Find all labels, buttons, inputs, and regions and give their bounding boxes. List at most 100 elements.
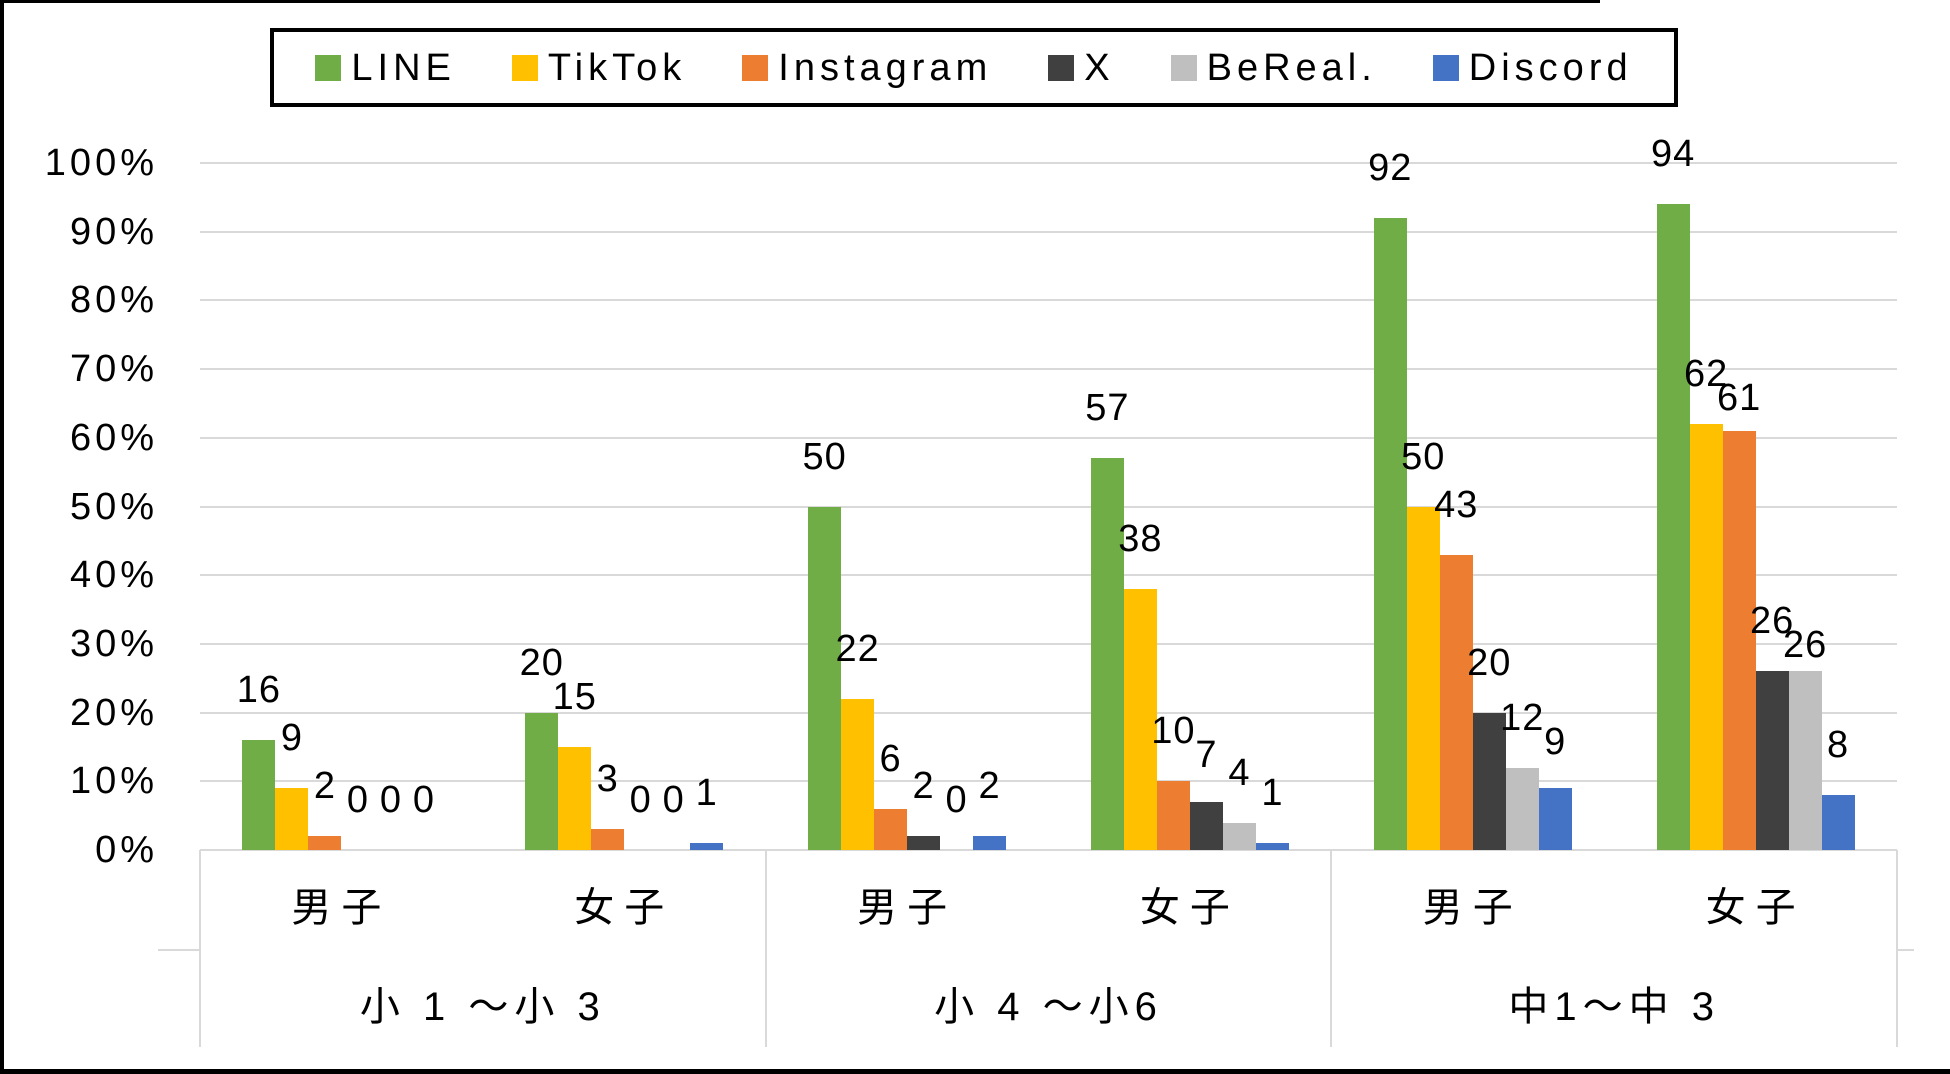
gridline-80 xyxy=(200,299,1897,302)
y-axis-tick-label: 60% xyxy=(69,416,158,459)
axis-table-divider xyxy=(1330,850,1333,1047)
bar-line xyxy=(525,712,559,850)
gridline-10 xyxy=(200,780,1897,783)
legend-label: Discord xyxy=(1468,46,1633,89)
data-label: 16 xyxy=(236,669,282,712)
legend-label: Instagram xyxy=(778,46,993,89)
bar-tiktok xyxy=(841,698,875,850)
bar-line xyxy=(242,740,276,850)
gridline-60 xyxy=(200,436,1897,439)
subgroup-label: 女子 xyxy=(1139,886,1240,930)
legend-swatch-icon xyxy=(315,54,342,81)
data-label: 10 xyxy=(1151,710,1196,753)
y-axis-tick-label: 40% xyxy=(69,554,158,597)
category-group-label: 中1〜中 3 xyxy=(1508,985,1720,1029)
axis-table-divider xyxy=(199,850,201,1047)
y-axis-tick-label: 80% xyxy=(69,279,158,322)
data-label: 0 xyxy=(662,779,685,821)
bar-bereal xyxy=(1505,767,1539,850)
data-label: 2 xyxy=(978,765,1001,808)
subgroup-label: 男子 xyxy=(1422,886,1523,930)
data-label: 62 xyxy=(1683,353,1729,396)
data-label: 0 xyxy=(346,779,369,821)
data-label: 26 xyxy=(1749,600,1795,643)
bar-tiktok xyxy=(1689,424,1723,850)
data-label: 20 xyxy=(519,641,564,684)
data-label: 3 xyxy=(596,758,619,801)
legend: LINE TikTok Instagram X BeReal. Discord xyxy=(270,28,1678,107)
bar-line xyxy=(1656,204,1690,850)
legend-item-bereal: BeReal. xyxy=(1170,46,1377,89)
axis-table-divider xyxy=(1896,850,1898,1047)
subgroup-label: 女子 xyxy=(574,886,675,930)
frame-border-left xyxy=(0,0,4,1074)
data-label: 8 xyxy=(1827,724,1850,767)
bar-instagram xyxy=(1439,554,1473,850)
data-label: 0 xyxy=(379,779,402,821)
legend-item-instagram: Instagram xyxy=(742,49,992,87)
gridline-0 xyxy=(200,849,1897,851)
gridline-100 xyxy=(200,162,1897,164)
legend-item-x: X xyxy=(1048,49,1114,87)
data-label: 12 xyxy=(1500,696,1545,739)
legend-item-tiktok: TikTok xyxy=(511,46,687,89)
data-label: 92 xyxy=(1368,146,1413,189)
data-label: 50 xyxy=(802,435,847,478)
data-label: 38 xyxy=(1118,517,1163,560)
data-label: 94 xyxy=(1650,133,1696,176)
bar-line xyxy=(1373,217,1407,850)
data-label: 43 xyxy=(1434,483,1479,526)
gridline-20 xyxy=(200,711,1897,714)
data-label: 22 xyxy=(835,627,880,670)
axis-row-tick-right xyxy=(1896,949,1914,951)
data-label: 0 xyxy=(945,779,968,821)
gridline-30 xyxy=(200,642,1897,645)
legend-label: LINE xyxy=(351,46,456,89)
frame-border-bottom xyxy=(0,1069,1950,1074)
data-label: 26 xyxy=(1782,624,1828,667)
data-label: 1 xyxy=(1261,772,1284,815)
gridline-90 xyxy=(200,230,1897,233)
y-axis-tick-label: 30% xyxy=(69,622,158,665)
y-axis-tick-label: 50% xyxy=(69,485,158,528)
legend-label: BeReal. xyxy=(1206,46,1377,89)
bar-x xyxy=(1755,671,1789,850)
data-label: 6 xyxy=(879,737,902,780)
data-label: 15 xyxy=(552,675,597,718)
y-axis-tick-label: 20% xyxy=(69,691,158,734)
bar-discord xyxy=(1821,795,1855,850)
bar-discord xyxy=(1255,843,1289,850)
axis-row-tick-left xyxy=(158,949,200,951)
data-label: 9 xyxy=(1544,720,1567,763)
y-axis-tick-label: 70% xyxy=(69,348,158,391)
data-label: 50 xyxy=(1401,435,1446,478)
bar-bereal xyxy=(1222,822,1256,850)
bar-tiktok xyxy=(1406,506,1440,850)
bar-instagram xyxy=(591,829,625,850)
gridline-40 xyxy=(200,574,1897,577)
data-label: 9 xyxy=(280,717,303,760)
legend-swatch-icon xyxy=(742,54,769,81)
data-label: 4 xyxy=(1228,751,1251,794)
bar-discord xyxy=(1538,788,1572,850)
data-label: 2 xyxy=(313,765,336,808)
bar-line xyxy=(808,506,842,850)
category-group-label: 小 1 〜小 3 xyxy=(359,985,606,1029)
bar-instagram xyxy=(1156,781,1190,850)
gridline-70 xyxy=(200,368,1897,371)
data-label: 7 xyxy=(1195,734,1218,777)
legend-item-discord: Discord xyxy=(1432,46,1633,89)
bar-instagram xyxy=(874,808,908,850)
legend-label: X xyxy=(1084,46,1115,89)
data-label: 0 xyxy=(629,779,652,821)
bar-x xyxy=(907,836,941,850)
y-axis-tick-label: 0% xyxy=(95,829,158,871)
legend-swatch-icon xyxy=(1432,54,1459,81)
data-label: 1 xyxy=(695,772,718,815)
subgroup-label: 男子 xyxy=(857,886,958,930)
bar-tiktok xyxy=(275,788,309,850)
bar-discord xyxy=(690,843,724,850)
y-axis-tick-label: 100% xyxy=(44,142,158,184)
legend-label: TikTok xyxy=(547,46,687,89)
